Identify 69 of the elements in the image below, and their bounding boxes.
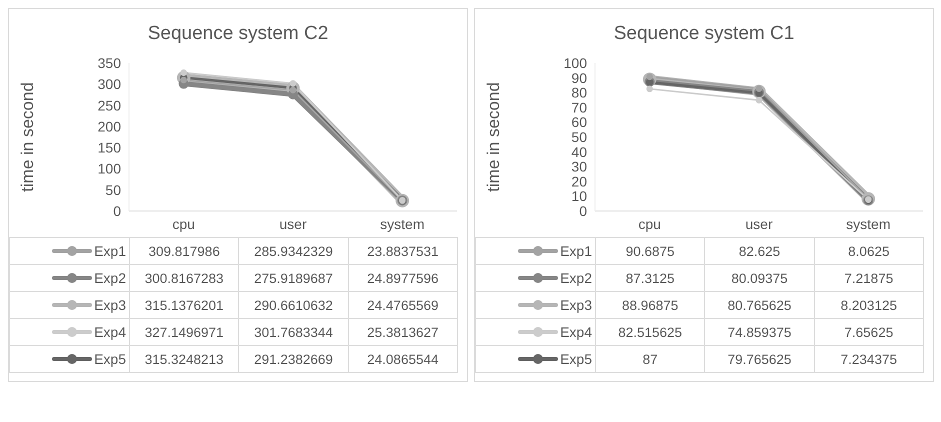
legend-label: Exp2 <box>94 270 126 286</box>
chart-title: Sequence system C2 <box>148 23 328 44</box>
legend-label: Exp1 <box>94 242 126 258</box>
data-label: 301.7683344 <box>238 318 348 346</box>
y-tick-label: 30 <box>571 158 588 175</box>
legend-label: Exp4 <box>560 324 592 340</box>
y-tick-label: 350 <box>98 54 122 71</box>
data-label: 8.0625 <box>814 238 924 264</box>
data-label: 7.21875 <box>814 264 924 292</box>
data-label: 80.765625 <box>704 292 814 318</box>
y-tick-label: 0 <box>113 202 122 219</box>
data-label: 80.09375 <box>704 264 814 292</box>
data-label: 87.3125 <box>596 264 705 292</box>
data-label: 87 <box>596 346 705 372</box>
y-tick-label: 80 <box>571 84 588 101</box>
data-label: 7.234375 <box>814 346 924 372</box>
x-tick-label: user <box>279 216 307 232</box>
x-tick-label: user <box>745 216 773 232</box>
y-tick-label: 20 <box>571 173 588 190</box>
data-label: 74.859375 <box>704 318 814 346</box>
x-tick-label: cpu <box>172 216 195 232</box>
y-tick-label: 200 <box>98 118 122 134</box>
legend-label: Exp5 <box>94 350 126 366</box>
data-label: 300.8167283 <box>130 264 239 292</box>
y-tick-label: 100 <box>98 160 122 177</box>
data-label: 8.203125 <box>814 292 924 318</box>
y-tick-label: 50 <box>571 128 588 145</box>
data-label: 291.2382669 <box>238 346 348 372</box>
data-label: 79.765625 <box>704 346 814 372</box>
x-tick-label: system <box>846 216 891 232</box>
legend-label: Exp4 <box>94 324 126 340</box>
data-label: 24.0865544 <box>348 346 458 372</box>
data-label: 275.9189687 <box>238 264 348 292</box>
chart-title: Sequence system C1 <box>614 23 794 44</box>
data-label: 82.625 <box>704 238 814 264</box>
data-label: 315.3248213 <box>130 346 239 372</box>
data-label: 25.3813627 <box>348 318 458 346</box>
y-tick-label: 60 <box>571 114 588 130</box>
y-tick-label: 90 <box>571 70 588 86</box>
legend-label: Exp5 <box>560 350 592 366</box>
legend-label: Exp3 <box>560 296 592 312</box>
y-tick-label: 300 <box>98 76 122 92</box>
data-label: 24.4765569 <box>348 292 458 318</box>
y-tick-label: 100 <box>564 54 588 71</box>
data-label: 327.1496971 <box>130 318 239 346</box>
y-tick-label: 50 <box>105 182 122 198</box>
y-tick-label: 40 <box>571 144 588 160</box>
y-tick-label: 70 <box>571 99 588 116</box>
data-label: 82.515625 <box>596 318 705 346</box>
y-tick-label: 10 <box>571 188 588 204</box>
y-axis-title: time in second <box>484 82 504 192</box>
data-label: 285.9342329 <box>238 238 348 264</box>
data-label: 90.6875 <box>596 238 705 264</box>
data-label: 88.96875 <box>596 292 705 318</box>
x-tick-label: system <box>380 216 425 232</box>
legend-label: Exp3 <box>94 296 126 312</box>
x-tick-label: cpu <box>638 216 661 232</box>
y-tick-label: 0 <box>579 202 588 219</box>
data-label: 315.1376201 <box>130 292 239 318</box>
data-label: 7.65625 <box>814 318 924 346</box>
data-label: 290.6610632 <box>238 292 348 318</box>
data-label: 24.8977596 <box>348 264 458 292</box>
legend-label: Exp1 <box>560 242 592 258</box>
legend-label: Exp2 <box>560 270 592 286</box>
data-label: 23.8837531 <box>348 238 458 264</box>
y-axis-title: time in second <box>18 82 38 192</box>
y-tick-label: 150 <box>98 140 122 156</box>
y-tick-label: 250 <box>98 97 122 114</box>
data-label: 309.817986 <box>130 238 239 264</box>
